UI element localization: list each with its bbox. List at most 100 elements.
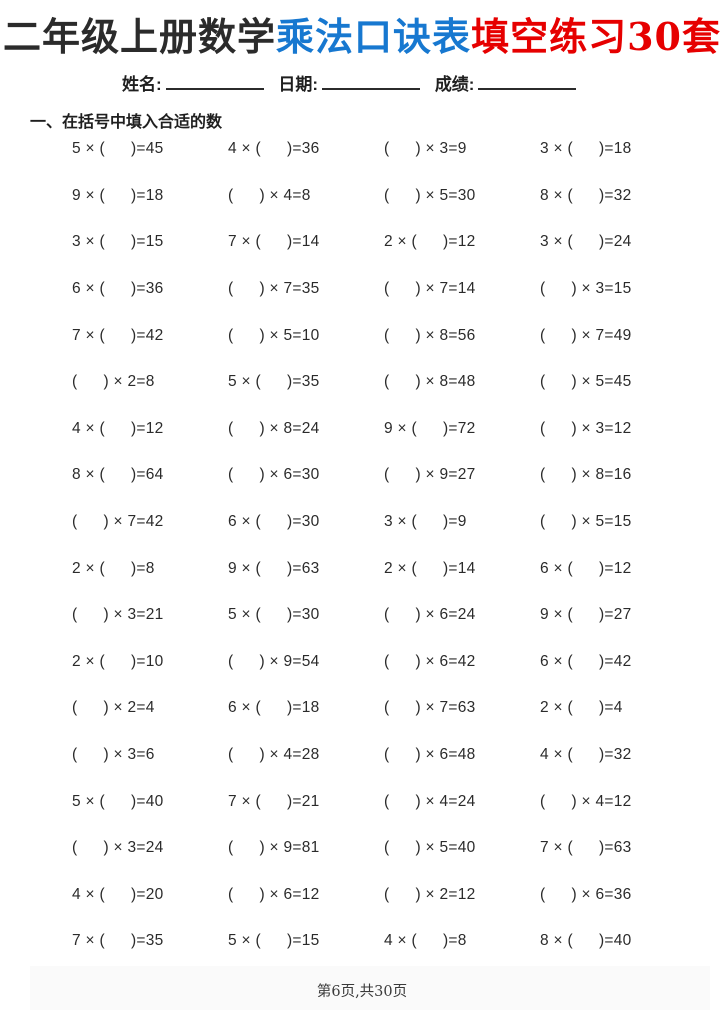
answer-blank [417,522,443,523]
problem-pre: ( [540,513,546,531]
problem-post: ) × 3=24 [103,839,164,857]
problem-post: ) × 5=30 [415,186,476,204]
problem-post: ) × 2=4 [103,699,155,717]
answer-blank [105,801,131,802]
problem-pre: 6 × ( [228,699,261,717]
problem-post: )=30 [286,513,320,531]
problem-post: )=20 [130,885,164,903]
problem-pre: ( [384,699,390,717]
problem-cell: 2 × ()=10 [72,639,228,686]
problem-pre: 4 × ( [228,140,261,158]
problem-pre: ( [540,885,546,903]
problem-cell: 7 × ()=21 [228,778,384,825]
answer-blank [417,568,443,569]
problem-post: )=15 [130,233,164,251]
problem-cell: 2 × ()=12 [384,219,540,266]
answer-blank [389,708,415,709]
problem-pre: 7 × ( [72,326,105,344]
problem-post: ) × 6=36 [571,885,632,903]
problem-cell: ( ) × 6=24 [384,592,540,639]
answer-blank [233,475,259,476]
problem-post: ) × 7=35 [259,280,320,298]
problem-post: ) × 7=42 [103,513,164,531]
title-part-exercise: 填空练习30套 [471,14,721,59]
answer-blank [389,848,415,849]
answer-blank [417,941,443,942]
problem-pre: 5 × ( [228,373,261,391]
problem-post: ) × 3=15 [571,280,632,298]
date-blank [322,75,421,90]
problem-cell: 4 × ()=20 [72,872,228,919]
answer-blank [77,755,103,756]
answer-blank [77,615,103,616]
problem-pre: ( [72,513,78,531]
problem-pre: ( [228,186,234,204]
answer-blank [545,475,571,476]
answer-blank [233,428,259,429]
answer-blank [261,382,287,383]
problem-cell: () × 3=6 [72,732,228,779]
problem-pre: ( [384,373,390,391]
problem-cell: 9 × ()=27 [540,592,724,639]
problem-pre: ( [540,280,546,298]
problem-post: )=72 [442,419,476,437]
problem-cell: 8 × ()=40 [540,918,724,965]
answer-blank [105,195,131,196]
problem-pre: ( [384,606,390,624]
problem-cell: () × 4=12 [540,778,724,825]
problem-cell: () × 7=14 [384,266,540,313]
problem-cell: 4 × ()=8 [384,918,540,965]
problem-cell: 7 × ()=42 [72,312,228,359]
problem-post: ) × 6=30 [259,466,320,484]
problem-pre: 3 × ( [72,233,105,251]
problem-pre: 4 × ( [540,746,573,764]
problem-pre: 2 × ( [540,699,573,717]
problem-pre: 9 × ( [72,186,105,204]
problem-post: )=35 [286,373,320,391]
answer-blank [389,894,415,895]
title-part-grade: 二年级上册数学 [3,14,277,59]
problem-post: )=64 [130,466,164,484]
problem-pre: ( [72,606,78,624]
problem-pre: 5 × ( [228,932,261,950]
answer-blank [233,894,259,895]
problem-pre: ( [384,652,390,670]
problem-post: )=30 [286,606,320,624]
problem-pre: 5 × ( [72,140,105,158]
problem-cell: 5 × ()=15 [228,918,384,965]
problem-post: )=12 [598,559,632,577]
problem-post: ) × 9=81 [259,839,320,857]
problem-pre: ( [72,699,78,717]
problem-cell: ( ) × 5=15 [540,499,724,546]
answer-blank [233,289,259,290]
problem-pre: ( [228,746,234,764]
problem-post: ) × 5=15 [571,513,632,531]
problem-cell: () × 5=30 [384,173,540,220]
problem-post: )=63 [598,839,632,857]
answer-blank [233,335,259,336]
problem-pre: 6 × ( [72,280,105,298]
problem-cell: ( ) × 2=4 [72,685,228,732]
problem-cell: 7 × ()=14 [228,219,384,266]
problem-pre: 2 × ( [72,652,105,670]
problem-cell: 8 × ()=32 [540,173,724,220]
problem-cell: () × 8=48 [384,359,540,406]
problem-post: )=9 [442,513,467,531]
problem-cell: 3 × ()=9 [384,499,540,546]
answer-blank [261,708,287,709]
problem-cell: ( ) × 6=42 [384,639,540,686]
problem-post: ) × 6=24 [415,606,476,624]
problem-cell: 5 × ()=30 [228,592,384,639]
name-field: 姓名: [122,75,264,94]
answer-blank [573,195,599,196]
answer-blank [105,289,131,290]
problem-pre: 6 × ( [228,513,261,531]
answer-blank [105,335,131,336]
page-shadow-band [30,966,710,1010]
answer-blank [545,801,571,802]
problem-pre: ( [228,326,234,344]
problem-cell: 6 × ()=36 [72,266,228,313]
problem-post: )=32 [598,746,632,764]
problem-post: ) × 6=42 [415,652,476,670]
answer-blank [573,661,599,662]
